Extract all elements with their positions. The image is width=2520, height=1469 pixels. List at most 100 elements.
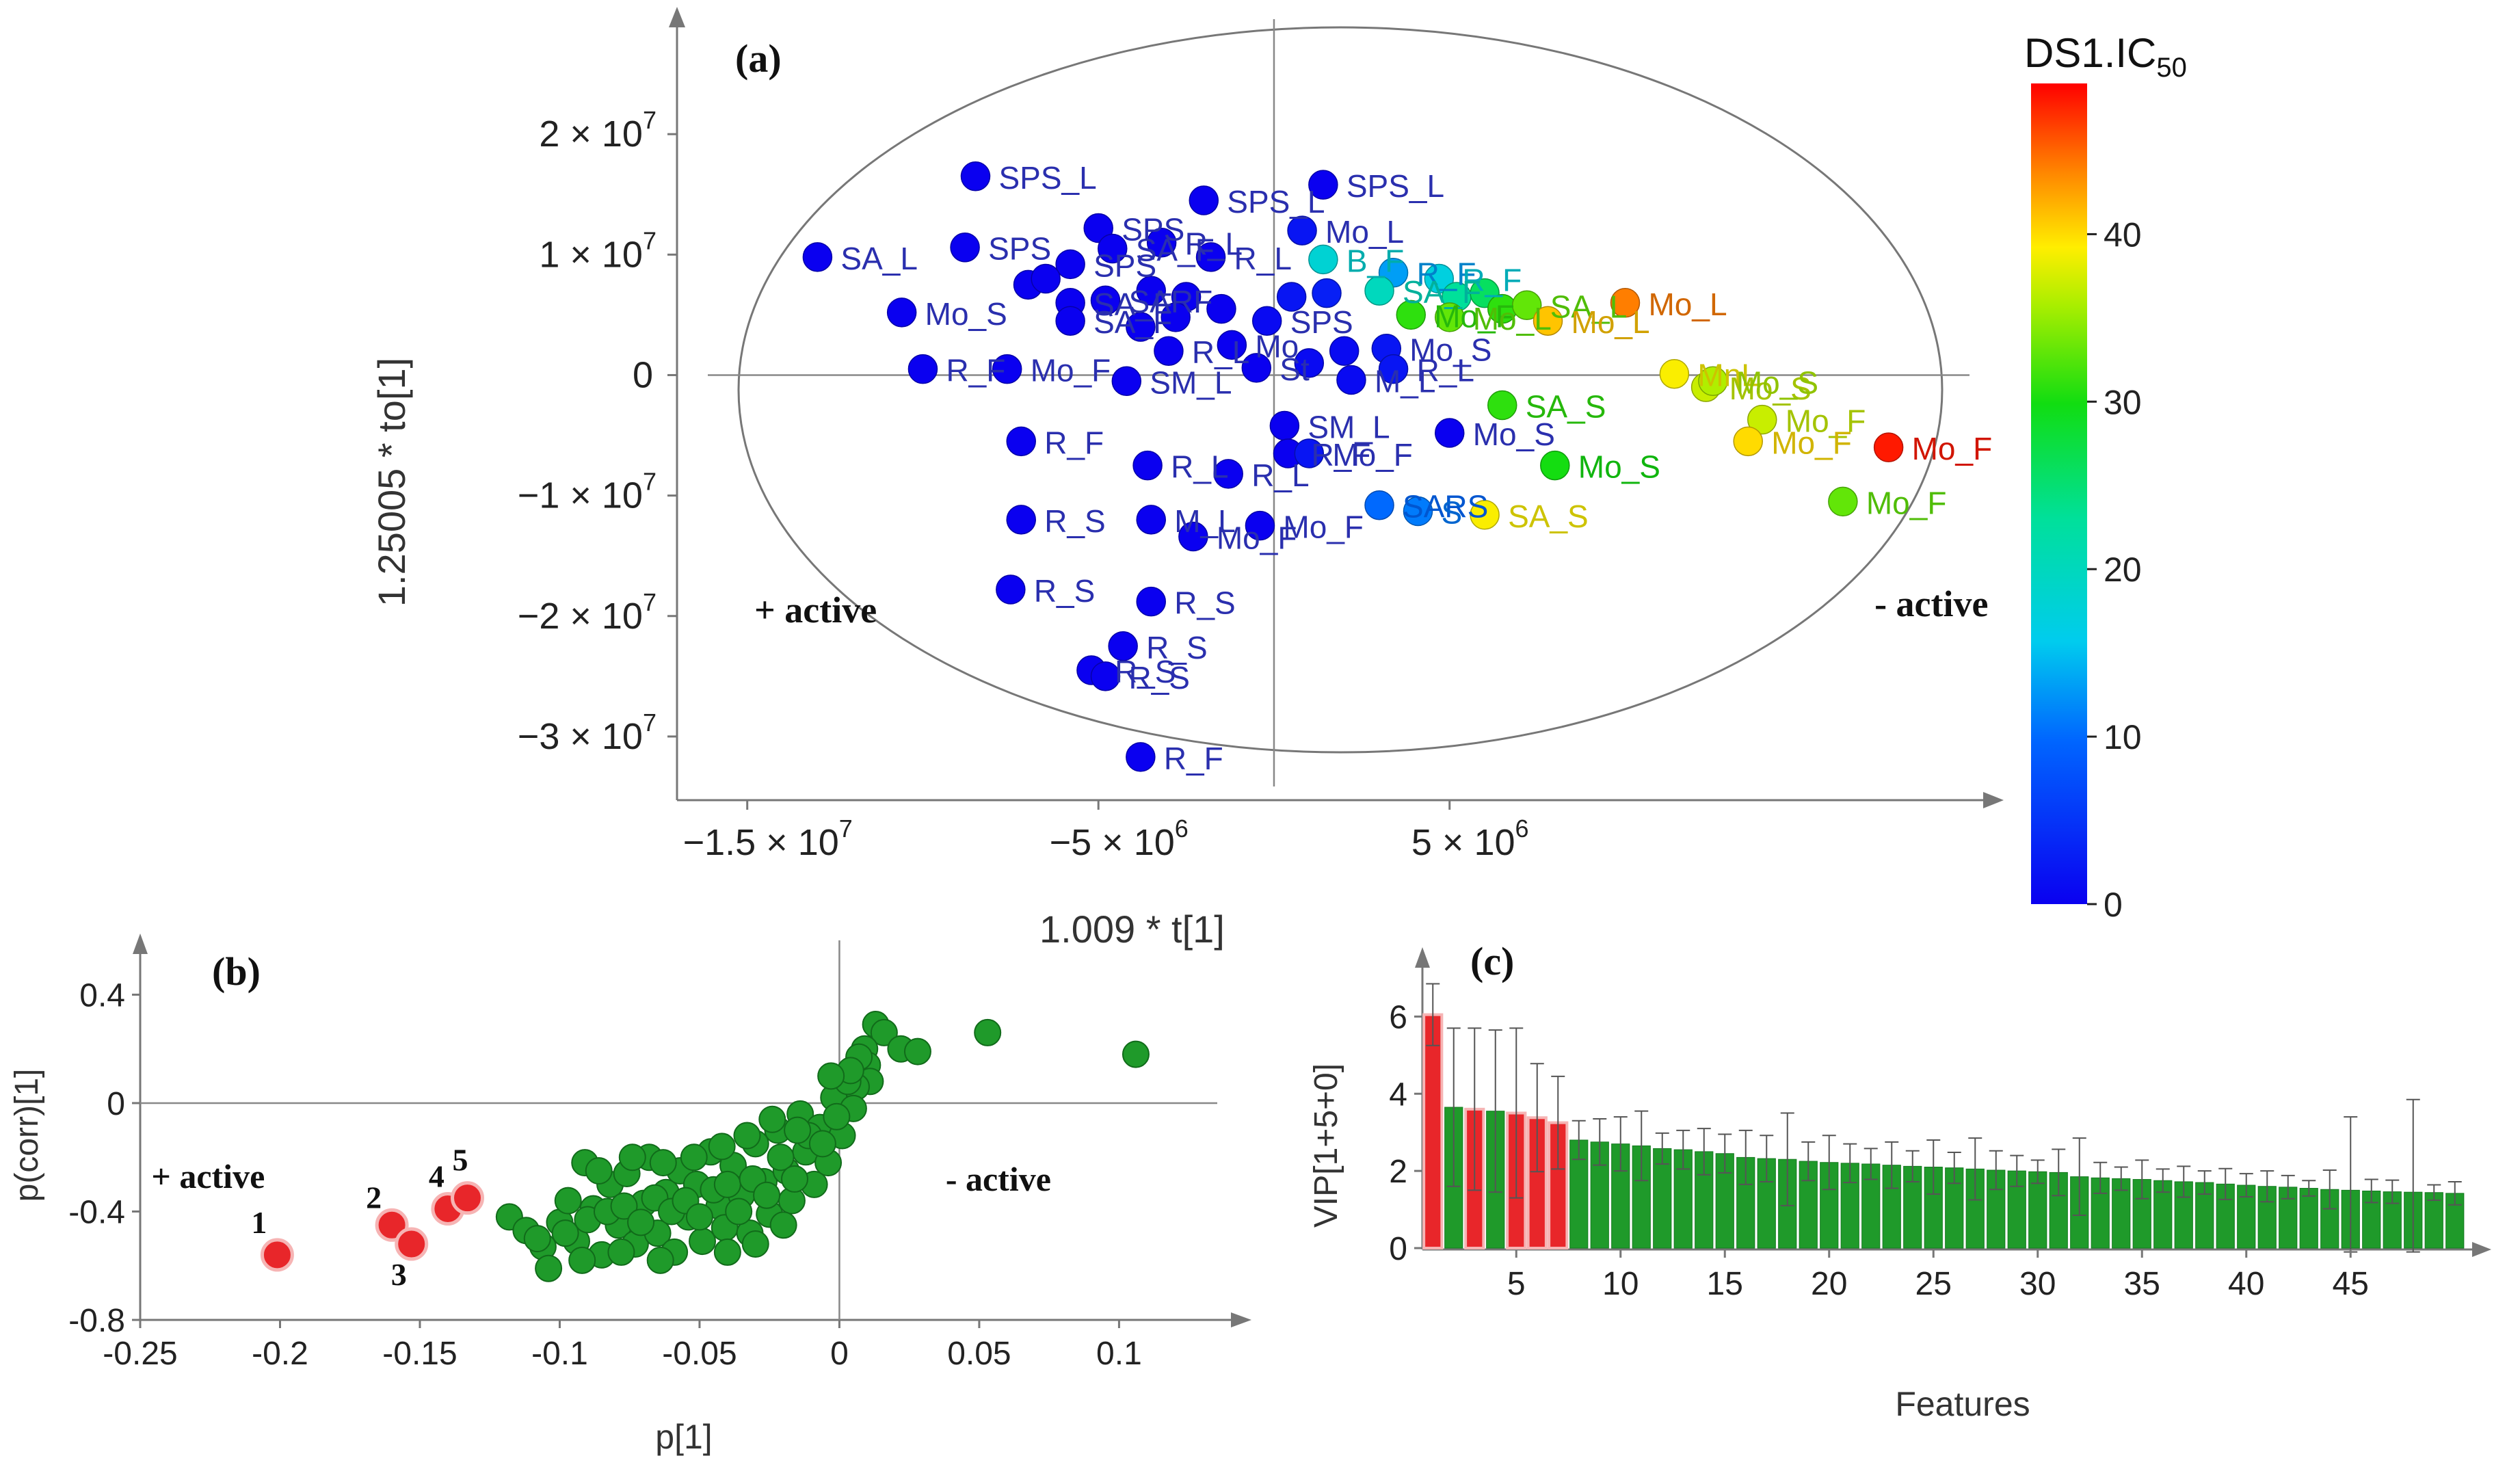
a-point-51: [1698, 366, 1728, 397]
colorbar-ticks: 0 10 20 30 40: [2087, 215, 2142, 924]
a-point-47: [1610, 288, 1641, 318]
a-point-15: [1090, 285, 1121, 315]
c-y-axis-arrow: [1415, 947, 1430, 968]
b-x-axis-arrow: [1231, 1312, 1251, 1327]
colorbar-tick-label-0: 0: [2104, 886, 2123, 924]
a-point-label-66: SA_S: [1508, 499, 1589, 534]
a-point-8: [1287, 215, 1317, 246]
a-point-23: [1276, 282, 1307, 312]
b-x-tick-label-3: -0.1: [531, 1336, 588, 1372]
colorbar-tick-label-1: 10: [2104, 718, 2142, 756]
b-green-point-89: [568, 1246, 596, 1274]
a-point-label-42: Mo_F: [1434, 298, 1515, 334]
a-x-axis-label: 1.009 * t[1]: [1039, 908, 1225, 951]
a-y-tick-label-5: −3 × 107: [518, 709, 656, 757]
b-y-tick-label-0: 0.4: [79, 977, 125, 1014]
a-point-42: [1396, 300, 1426, 330]
c-tick-labels: 5 10 15 20 25 30 35 40 45 0 2 4 6: [1389, 999, 2369, 1302]
a-point-75: [1090, 661, 1121, 691]
a-annotation-0: + active: [754, 590, 877, 631]
colorbar-tick-label-3: 30: [2104, 383, 2142, 421]
a-point-label-73: R_S: [1146, 630, 1207, 665]
b-x-axis-label: p[1]: [655, 1418, 712, 1456]
b-green-point-82: [758, 1105, 786, 1133]
c-x-tick-label-5: 30: [2019, 1266, 2056, 1302]
b-x-tick-label-4: -0.05: [662, 1336, 737, 1372]
a-point-67: [1006, 505, 1036, 535]
a-point-60: [1828, 486, 1858, 517]
panel-a-score-plot: −1.5 × 107 −5 × 106 5 × 106 2 × 107 1 × 107 0…: [370, 7, 2004, 951]
b-green-point-83: [784, 1116, 812, 1144]
b-green-point-76: [585, 1157, 613, 1185]
a-point-38: [1424, 263, 1455, 294]
a-point-label-62: R_L: [1171, 449, 1228, 485]
b-green-point-3: [903, 1037, 931, 1066]
c-error-bars: [1426, 983, 2462, 1253]
c-bar-28: [1987, 1169, 2006, 1249]
a-y-tick-label-4: −2 × 107: [518, 588, 656, 637]
a-y-tick-exp-5: 7: [643, 709, 656, 737]
c-x-tick-label-8: 45: [2333, 1266, 2369, 1302]
a-point-25: [1154, 336, 1184, 366]
a-point-21: [1160, 302, 1191, 332]
a-point-2: [1308, 170, 1338, 200]
a-point-16: [1136, 276, 1166, 306]
a-x-axis-arrow: [1983, 792, 2004, 808]
a-point-19: [1055, 306, 1085, 336]
colorbar-tick-label-4: 40: [2104, 215, 2142, 254]
a-point-5: [1083, 213, 1113, 243]
b-green-point-33: [689, 1228, 717, 1256]
a-point-72: [1136, 586, 1166, 617]
c-x-tick-label-6: 35: [2124, 1266, 2160, 1302]
a-point-34: [992, 354, 1022, 384]
c-y-tick-label-0: 0: [1389, 1231, 1407, 1267]
a-point-52: [1747, 404, 1777, 435]
a-point-20: [1126, 312, 1156, 342]
b-green-point-14: [535, 1254, 563, 1282]
colorbar-bar: [2031, 83, 2087, 904]
b-y-tick-label-2: -0.4: [68, 1194, 125, 1230]
a-point-36: [1308, 244, 1338, 275]
c-bar-43: [2299, 1188, 2318, 1249]
a-point-label-33: R_F: [946, 353, 1005, 388]
b-green-point-1: [870, 1018, 898, 1046]
b-highlight-label-1: 2: [366, 1180, 382, 1215]
a-point-18: [1206, 293, 1236, 324]
a-point-label-7: R_L: [1234, 241, 1292, 276]
a-point-label-72: R_S: [1174, 585, 1235, 621]
a-point-9: [1055, 249, 1085, 280]
b-green-point-5: [1122, 1040, 1150, 1068]
a-point-label-6: R_L: [1185, 226, 1243, 262]
a-point-label-68: M_L: [1174, 503, 1235, 539]
a-point-label-8: Mo_L: [1325, 214, 1404, 250]
colorbar-title-main: DS1.IC: [2024, 30, 2156, 76]
a-point-label-36: B_F: [1347, 243, 1404, 278]
b-green-point-86: [713, 1238, 741, 1266]
a-data-points: [802, 161, 1904, 772]
a-point-label-71: R_S: [1034, 573, 1095, 609]
b-panel-label: (b): [212, 949, 261, 994]
a-point-label-53: Mo_F: [1771, 425, 1852, 460]
c-x-tick-label-1: 10: [1602, 1266, 1639, 1302]
a-point-label-60: Mo_F: [1866, 485, 1947, 520]
a-point-46: [1533, 306, 1563, 336]
a-y-tick-label-3: −1 × 107: [518, 468, 656, 516]
a-point-label-22: SPS: [1290, 304, 1353, 340]
a-tick-labels: −1.5 × 107 −5 × 106 5 × 106 2 × 107 1 × 107 0…: [518, 106, 1529, 863]
a-point-10: [1098, 233, 1128, 264]
a-point-68: [1136, 505, 1166, 535]
a-point-26: [1217, 330, 1247, 360]
a-point-22: [1251, 306, 1282, 336]
b-x-tick-label-7: 0.1: [1096, 1336, 1142, 1372]
a-point-label-43: Mo_L: [1473, 301, 1552, 336]
a-point-64: [1364, 490, 1394, 520]
a-point-label-34: Mo_F: [1031, 353, 1111, 388]
a-point-label-4: SPS: [988, 231, 1051, 267]
a-point-label-56: R_F: [1312, 437, 1371, 473]
c-x-tick-label-7: 40: [2228, 1266, 2264, 1302]
b-green-point-75: [823, 1102, 851, 1130]
a-point-label-61: R_F: [1044, 425, 1104, 460]
a-ellipse: [737, 26, 1944, 754]
